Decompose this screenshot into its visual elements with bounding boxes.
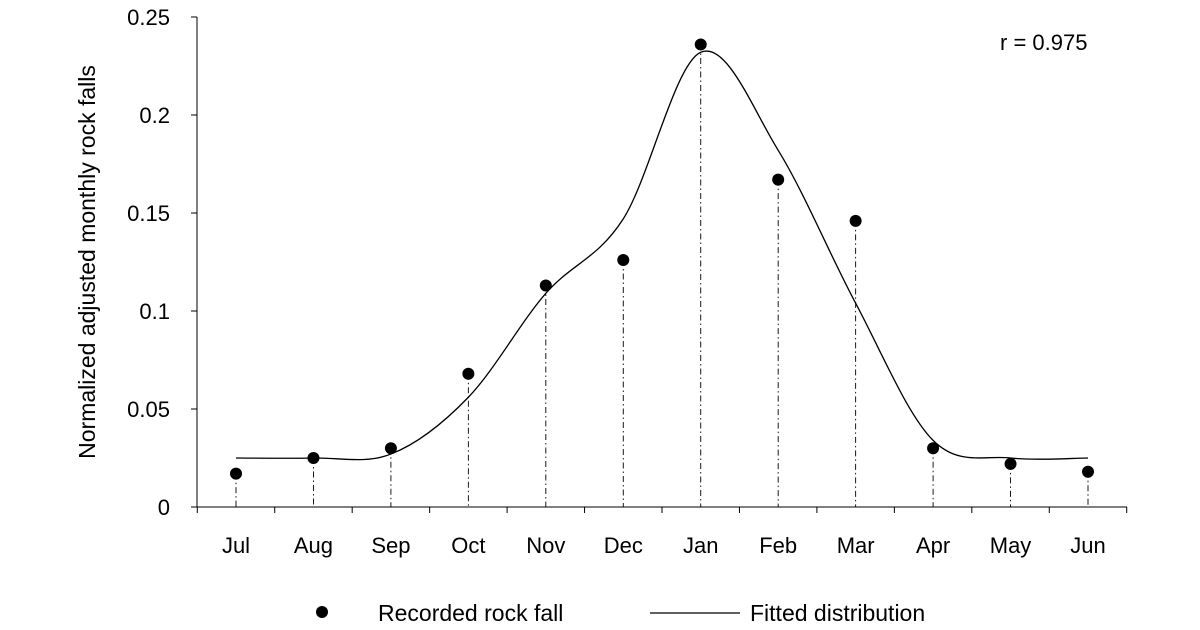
legend-marker-recorded — [316, 606, 328, 618]
fitted-distribution-curve — [235, 50, 1089, 461]
x-tick-label: Feb — [759, 533, 797, 558]
x-tick-label: Mar — [837, 533, 875, 558]
y-tick-label: 0.25 — [127, 5, 170, 30]
axes: 0 0.05 0.1 0.15 0.2 0.25 Jul Aug Sep Oct Nov Dec Jan… — [127, 5, 1128, 558]
legend-label-fitted: Fitted distribution — [750, 600, 925, 626]
data-point — [230, 467, 242, 480]
y-axis-title: Normalized adjusted monthly rock falls — [74, 65, 100, 459]
data-point — [694, 38, 707, 51]
x-tick-label: Oct — [451, 533, 485, 558]
data-point — [1082, 465, 1094, 478]
data-point — [307, 452, 320, 464]
data-point — [539, 279, 552, 292]
x-tick-label: Jan — [683, 533, 718, 558]
data-point — [617, 254, 630, 267]
y-tick-label: 0 — [158, 495, 170, 520]
legend: Recorded rock fall Fitted distribution — [316, 600, 925, 626]
x-tick-label: Sep — [371, 533, 410, 558]
data-point — [462, 367, 475, 380]
data-point — [1004, 457, 1017, 470]
y-tick-label: 0.15 — [127, 201, 170, 226]
x-tick-label: Nov — [526, 533, 565, 558]
data-point — [772, 173, 785, 186]
data-point — [384, 442, 397, 455]
x-tick-label: May — [990, 533, 1032, 558]
recorded-points — [230, 38, 1094, 480]
x-tick-label: Dec — [604, 533, 643, 558]
data-point — [849, 214, 862, 227]
y-tick-label: 0.2 — [139, 103, 170, 128]
correlation-annotation: r = 0.975 — [1000, 30, 1087, 55]
y-tick-label: 0.05 — [127, 397, 170, 422]
x-tick-label: Aug — [294, 533, 333, 558]
x-tick-label: Apr — [916, 533, 950, 558]
x-tick-label: Jul — [222, 533, 250, 558]
legend-label-recorded: Recorded rock fall — [378, 600, 563, 626]
drop-lines — [235, 44, 1089, 507]
x-tick-label: Jun — [1070, 533, 1105, 558]
data-point — [927, 442, 940, 455]
y-tick-label: 0.1 — [139, 299, 170, 324]
